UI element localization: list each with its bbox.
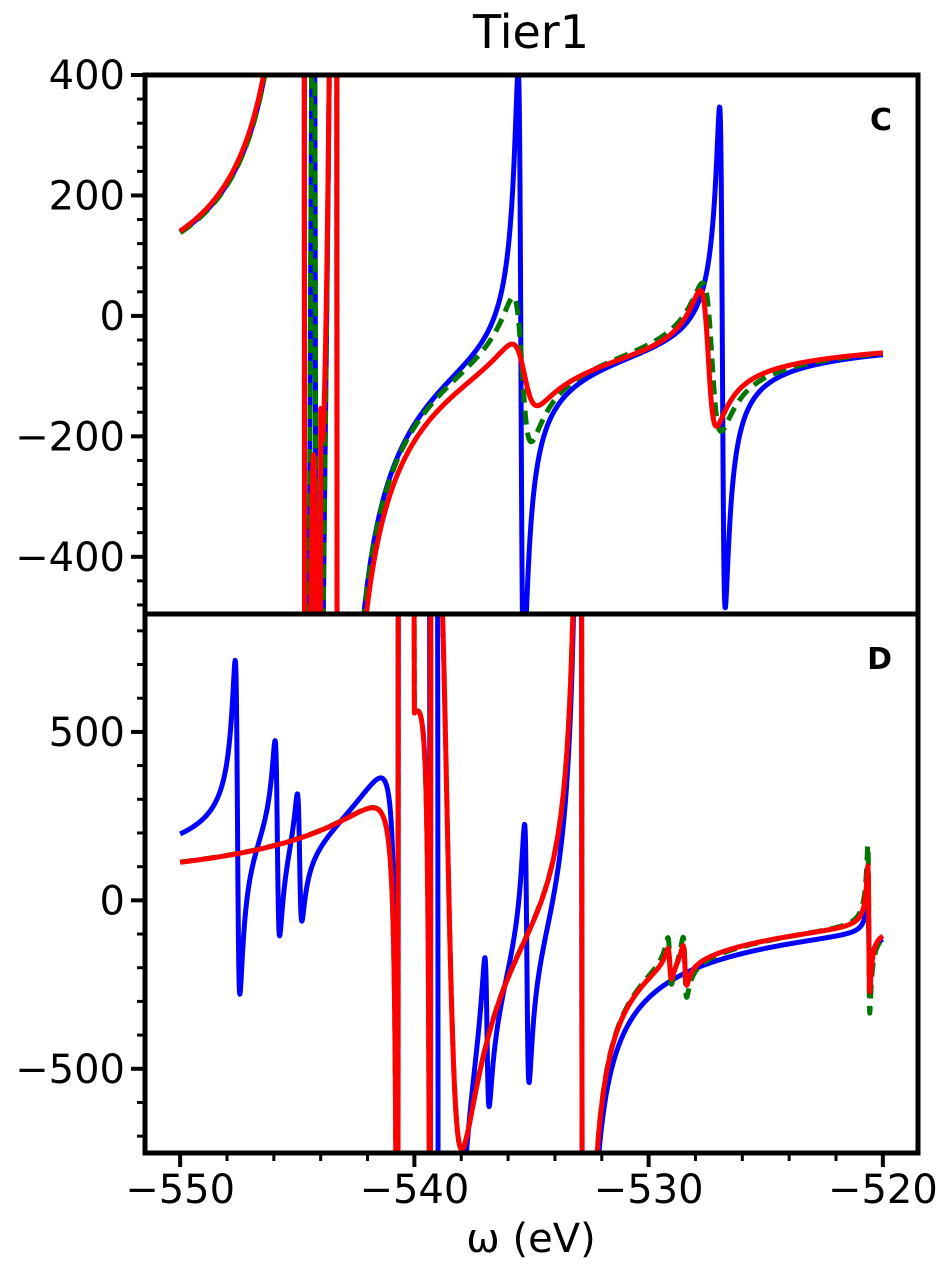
panel-d-frame — [142, 611, 921, 1156]
y-tick-label: 400 — [49, 53, 125, 99]
panel-d-series — [177, 614, 886, 1153]
x-tick-label: −530 — [594, 1167, 704, 1213]
x-axis-label: ω (eV) — [466, 1216, 595, 1262]
panel-c: −400 −200 0 200 400 C — [15, 53, 921, 617]
panel-c-ticks: −400 −200 0 200 400 — [15, 53, 145, 607]
series-line-red — [177, 614, 886, 1153]
series-line-blue — [177, 75, 886, 614]
y-tick-label: −500 — [15, 1047, 125, 1093]
series-line-red — [177, 75, 886, 614]
panel-d-label: D — [867, 642, 892, 677]
figure-title: Tier1 — [472, 5, 589, 59]
y-tick-label: 500 — [49, 710, 125, 756]
panel-c-label: C — [870, 103, 892, 138]
x-tick-label: −550 — [125, 1167, 235, 1213]
series-line-blue — [177, 614, 886, 1153]
y-tick-label: −200 — [15, 414, 125, 460]
panel-d: −500 0 500 D — [15, 611, 921, 1156]
panel-d-ticks: −500 0 500 — [15, 629, 145, 1138]
series-line-green — [177, 75, 886, 614]
x-tick-label: −520 — [828, 1167, 938, 1213]
y-tick-label: −400 — [15, 535, 125, 581]
y-tick-label: 200 — [49, 173, 125, 219]
x-axis-ticks: −550 −540 −530 −520 — [125, 1153, 938, 1213]
x-tick-label: −540 — [359, 1167, 469, 1213]
y-tick-label: 0 — [100, 878, 125, 924]
y-tick-label: 0 — [100, 294, 125, 340]
panel-c-series — [177, 75, 886, 614]
